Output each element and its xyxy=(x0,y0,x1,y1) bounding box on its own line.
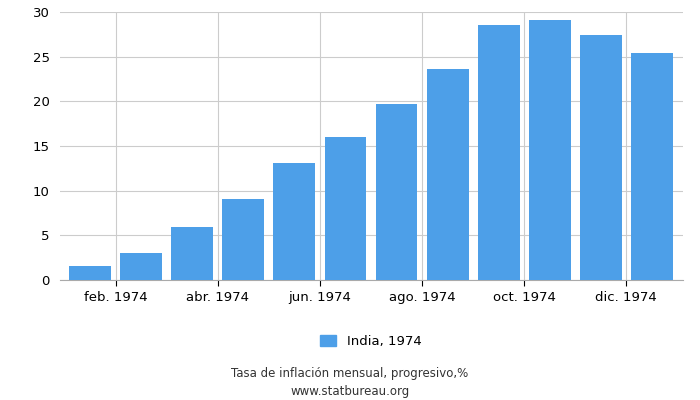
Text: Tasa de inflación mensual, progresivo,%: Tasa de inflación mensual, progresivo,% xyxy=(232,368,468,380)
Bar xyxy=(528,20,570,280)
Legend: India, 1974: India, 1974 xyxy=(321,335,421,348)
Bar xyxy=(325,137,366,280)
Bar xyxy=(120,253,162,280)
Bar xyxy=(580,35,622,280)
Bar xyxy=(223,199,265,280)
Bar xyxy=(477,25,519,280)
Bar xyxy=(427,69,468,280)
Bar xyxy=(69,266,111,280)
Text: www.statbureau.org: www.statbureau.org xyxy=(290,386,410,398)
Bar xyxy=(631,53,673,280)
Bar xyxy=(376,104,417,280)
Bar xyxy=(274,163,315,280)
Bar xyxy=(172,227,214,280)
